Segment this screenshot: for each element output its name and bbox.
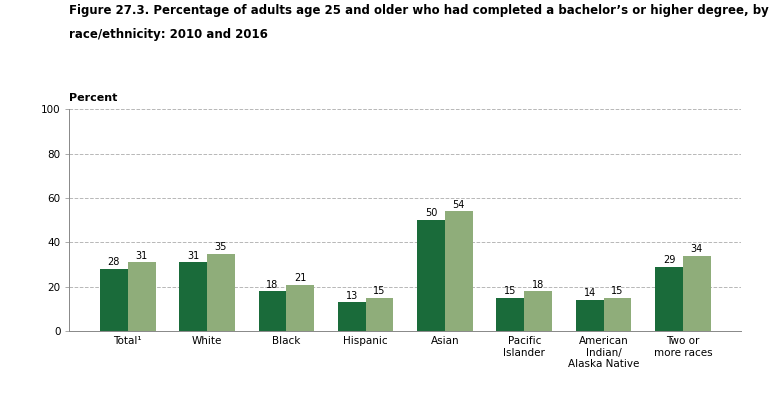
Text: 50: 50: [425, 208, 437, 219]
Bar: [286, 284, 314, 331]
Bar: [259, 291, 286, 331]
Text: 34: 34: [691, 244, 703, 254]
Bar: [524, 291, 552, 331]
Bar: [207, 254, 235, 331]
Bar: [683, 256, 710, 331]
Text: 54: 54: [452, 200, 465, 210]
Bar: [366, 298, 394, 331]
Bar: [445, 211, 472, 331]
Bar: [100, 269, 127, 331]
Text: 29: 29: [663, 255, 676, 265]
Text: 13: 13: [346, 290, 358, 301]
Bar: [576, 300, 604, 331]
Text: 31: 31: [136, 250, 147, 261]
Bar: [604, 298, 631, 331]
Text: 15: 15: [611, 286, 624, 296]
Text: 31: 31: [187, 250, 199, 261]
Bar: [338, 302, 366, 331]
Text: 35: 35: [215, 242, 227, 252]
Text: 21: 21: [294, 273, 306, 283]
Text: Figure 27.3. Percentage of adults age 25 and older who had completed a bachelor’: Figure 27.3. Percentage of adults age 25…: [69, 4, 769, 17]
Bar: [179, 263, 207, 331]
Text: Percent: Percent: [69, 93, 118, 103]
Text: 28: 28: [108, 257, 120, 267]
Text: race/ethnicity: 2010 and 2016: race/ethnicity: 2010 and 2016: [69, 28, 269, 41]
Bar: [655, 267, 683, 331]
Text: 18: 18: [266, 280, 279, 290]
Text: 15: 15: [504, 286, 516, 296]
Bar: [496, 298, 524, 331]
Bar: [127, 263, 155, 331]
Bar: [417, 220, 445, 331]
Text: 18: 18: [532, 280, 544, 290]
Text: 15: 15: [374, 286, 386, 296]
Text: 14: 14: [584, 288, 596, 299]
